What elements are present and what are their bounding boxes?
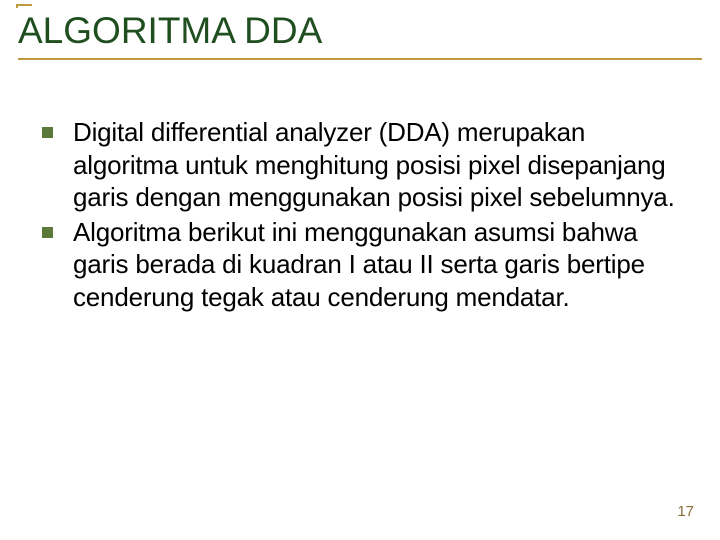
bullet-square-icon bbox=[42, 127, 53, 138]
title-region: ALGORITMA DDA bbox=[0, 0, 720, 68]
title-accent-corner bbox=[16, 4, 32, 8]
content-region: Digital differential analyzer (DDA) meru… bbox=[0, 68, 720, 313]
bullet-square-icon bbox=[42, 227, 53, 238]
page-number: 17 bbox=[677, 503, 694, 520]
bullet-item: Algoritma berikut ini menggunakan asumsi… bbox=[42, 216, 678, 314]
bullet-item: Digital differential analyzer (DDA) meru… bbox=[42, 116, 678, 214]
bullet-text: Digital differential analyzer (DDA) meru… bbox=[73, 116, 678, 214]
bullet-text: Algoritma berikut ini menggunakan asumsi… bbox=[73, 216, 678, 314]
title-underline bbox=[18, 58, 702, 60]
slide-title: ALGORITMA DDA bbox=[18, 10, 702, 52]
